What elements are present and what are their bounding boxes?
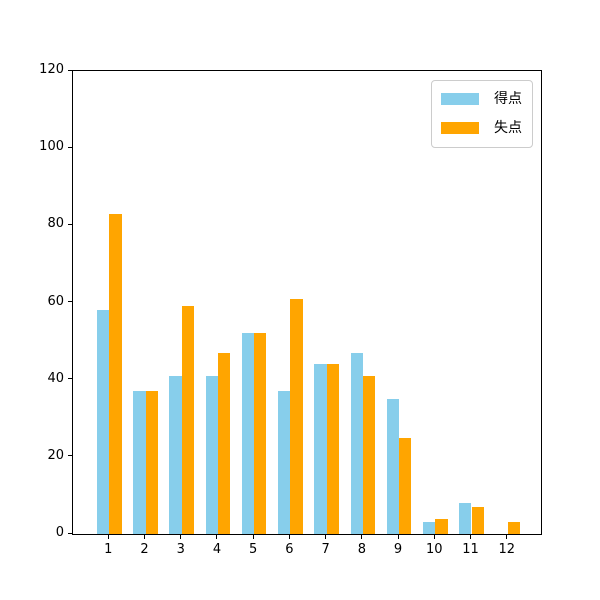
x-tick-label-7: 7 bbox=[321, 542, 330, 557]
legend-item-scored: 得点 bbox=[441, 91, 522, 107]
legend: 得点 失点 bbox=[431, 80, 533, 148]
y-tick-label-100: 100 bbox=[39, 139, 64, 155]
x-tick-10 bbox=[433, 534, 435, 539]
x-tick-11 bbox=[470, 534, 471, 539]
y-tick-80 bbox=[67, 223, 72, 225]
bar-s1-m2 bbox=[145, 391, 158, 534]
bar-s1-m8 bbox=[362, 375, 376, 534]
bar-s0-m11 bbox=[459, 503, 472, 534]
x-tick-label-5: 5 bbox=[249, 542, 258, 557]
y-tick-label-80: 80 bbox=[47, 216, 64, 232]
bar-s0-m10 bbox=[422, 522, 436, 534]
x-tick-12 bbox=[506, 534, 508, 539]
legend-swatch-scored bbox=[441, 93, 479, 105]
legend-label-conceded: 失点 bbox=[494, 120, 522, 136]
y-tick-label-60: 60 bbox=[47, 293, 64, 309]
bar-s1-m5 bbox=[254, 333, 267, 534]
x-tick-label-3: 3 bbox=[176, 542, 185, 557]
x-tick-5 bbox=[252, 534, 254, 539]
bar-s0-m6 bbox=[278, 391, 291, 534]
legend-label-scored: 得点 bbox=[494, 91, 522, 107]
bar-s0-m2 bbox=[133, 391, 146, 534]
x-tick-label-6: 6 bbox=[285, 542, 294, 557]
bar-s1-m1 bbox=[109, 213, 122, 534]
y-tick-60 bbox=[67, 301, 72, 302]
x-tick-label-12: 12 bbox=[498, 542, 515, 557]
x-tick-7 bbox=[325, 534, 327, 539]
legend-swatch-conceded bbox=[441, 122, 479, 134]
y-tick-label-20: 20 bbox=[47, 447, 64, 463]
y-tick-label-120: 120 bbox=[39, 62, 64, 77]
bar-s0-m8 bbox=[350, 352, 363, 534]
x-tick-label-11: 11 bbox=[462, 542, 479, 557]
plot-area: 得点 失点 bbox=[72, 70, 542, 535]
bar-s1-m3 bbox=[181, 306, 195, 534]
x-tick-3 bbox=[180, 534, 182, 539]
bar-s1-m12 bbox=[507, 522, 521, 534]
x-tick-1 bbox=[107, 534, 109, 539]
x-tick-6 bbox=[288, 534, 290, 539]
bar-s1-m4 bbox=[217, 352, 231, 534]
x-tick-label-8: 8 bbox=[357, 542, 366, 557]
x-tick-4 bbox=[216, 534, 218, 539]
y-tick-40 bbox=[67, 378, 72, 380]
bar-s0-m9 bbox=[386, 398, 400, 534]
y-tick-label-40: 40 bbox=[47, 370, 64, 386]
y-tick-20 bbox=[67, 455, 72, 457]
bar-s1-m9 bbox=[399, 437, 412, 534]
x-tick-label-2: 2 bbox=[140, 542, 149, 557]
bar-s0-m1 bbox=[97, 310, 110, 534]
x-tick-8 bbox=[361, 534, 363, 539]
bar-s1-m11 bbox=[471, 507, 484, 534]
bar-s1-m7 bbox=[326, 364, 339, 534]
bar-s1-m10 bbox=[435, 518, 448, 534]
y-tick-120 bbox=[67, 69, 72, 71]
y-tick-label-0: 0 bbox=[55, 525, 64, 540]
bar-s0-m4 bbox=[205, 375, 218, 534]
legend-item-conceded: 失点 bbox=[441, 120, 522, 136]
x-tick-label-10: 10 bbox=[425, 542, 443, 557]
x-tick-label-1: 1 bbox=[104, 542, 113, 557]
bar-s1-m6 bbox=[290, 298, 303, 534]
y-tick-100 bbox=[67, 146, 72, 148]
x-tick-2 bbox=[144, 534, 146, 539]
bar-s0-m3 bbox=[169, 375, 182, 534]
x-tick-label-4: 4 bbox=[212, 542, 222, 557]
y-tick-0 bbox=[67, 532, 72, 534]
x-tick-label-9: 9 bbox=[393, 542, 403, 557]
x-tick-9 bbox=[397, 534, 399, 539]
bar-s0-m7 bbox=[314, 364, 327, 534]
bar-s0-m5 bbox=[241, 333, 255, 534]
